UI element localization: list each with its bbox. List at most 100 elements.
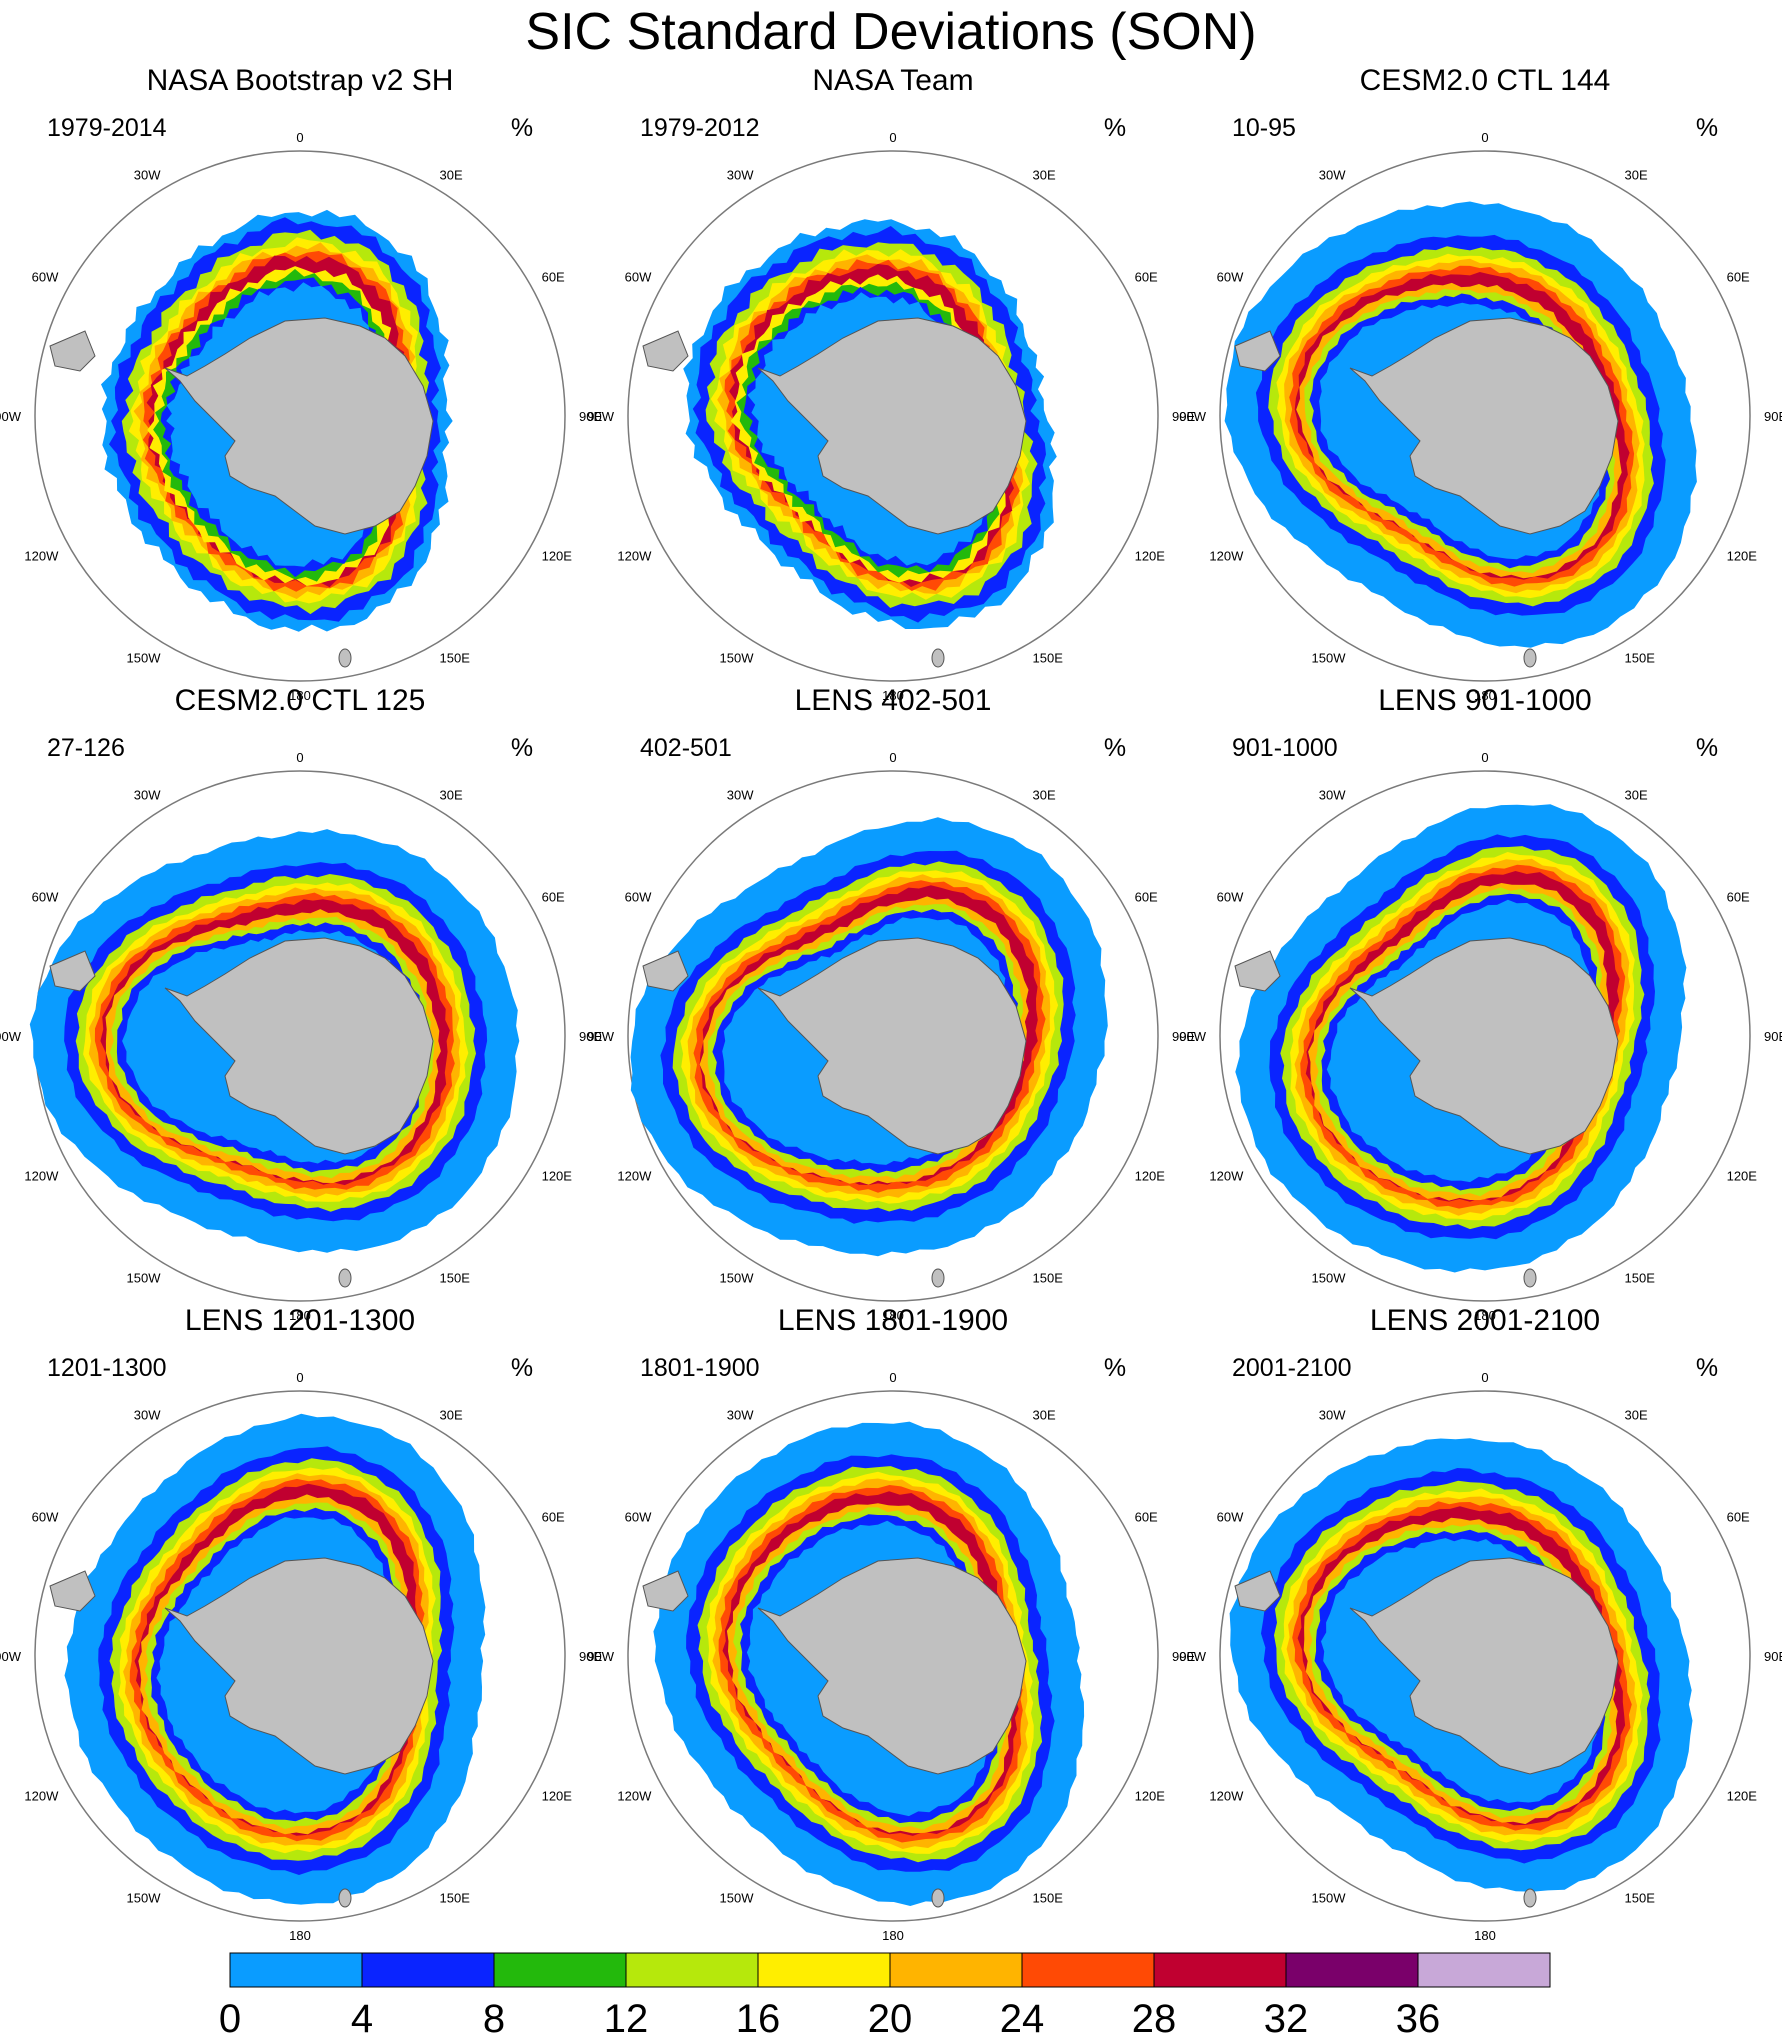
panel-period-label: 901-1000 — [1232, 734, 1338, 762]
longitude-label: 30W — [1319, 1407, 1346, 1422]
longitude-label: 90W — [0, 1029, 22, 1044]
longitude-label: 120E — [1135, 1169, 1166, 1184]
longitude-label: 180 — [1474, 688, 1496, 703]
figure-title: SIC Standard Deviations (SON) — [525, 3, 1257, 61]
colorbar-swatch — [625, 1952, 759, 1988]
longitude-label: 30E — [440, 167, 463, 182]
colorbar-swatch — [757, 1952, 891, 1988]
longitude-label: 120E — [1727, 549, 1758, 564]
panel-unit-label: % — [1104, 734, 1126, 762]
longitude-label: 60E — [1727, 270, 1750, 285]
longitude-label: 0 — [296, 1370, 303, 1385]
panel-unit-label: % — [1696, 114, 1718, 142]
longitude-label: 90E — [579, 409, 602, 424]
longitude-label: 60W — [32, 270, 59, 285]
longitude-label: 120E — [1727, 1789, 1758, 1804]
colorbar-tick-label: 32 — [1264, 1997, 1309, 2041]
panel-title: LENS 901-1000 — [1378, 684, 1592, 717]
new-zealand-landmass — [338, 648, 352, 668]
new-zealand-landmass — [338, 1268, 352, 1288]
longitude-label: 180 — [882, 688, 904, 703]
longitude-label: 180 — [1474, 1928, 1496, 1943]
longitude-label: 180 — [882, 1308, 904, 1323]
panel-unit-label: % — [511, 114, 533, 142]
panel-period-label: 10-95 — [1232, 114, 1296, 142]
longitude-label: 30W — [1319, 167, 1346, 182]
map-panel: LENS 901-1000 901-1000% 0 30E 60E 90E 120E 150E… — [1179, 684, 1782, 1323]
panel-unit-label: % — [1104, 114, 1126, 142]
colorbar-tick-label: 16 — [736, 1997, 781, 2041]
south-america-landmass — [49, 1570, 96, 1612]
colorbar-tick-label: 36 — [1396, 1997, 1441, 2041]
panel-period-label: 1979-2012 — [640, 114, 760, 142]
longitude-label: 90E — [1172, 1649, 1195, 1664]
longitude-label: 120E — [542, 1169, 573, 1184]
longitude-label: 60W — [625, 890, 652, 905]
longitude-label: 30E — [1033, 787, 1056, 802]
longitude-label: 120W — [617, 549, 652, 564]
longitude-label: 60W — [32, 1510, 59, 1525]
longitude-label: 90E — [1764, 409, 1782, 424]
colorbar-swatch — [1021, 1952, 1155, 1988]
longitude-label: 120W — [24, 549, 59, 564]
longitude-label: 150W — [1312, 651, 1347, 666]
new-zealand-landmass — [931, 1888, 945, 1908]
longitude-label: 180 — [1474, 1308, 1496, 1323]
map-panel: NASA Team 1979-2012 % 0 30E 60E 90E 120E 150E 180… — [587, 64, 1195, 703]
longitude-label: 150E — [1033, 1271, 1064, 1286]
panel-title: CESM2.0 CTL 144 — [1360, 64, 1611, 97]
colorbar-tick-label: 24 — [1000, 1997, 1045, 2041]
longitude-label: 0 — [889, 130, 896, 145]
longitude-label: 150E — [1033, 1891, 1064, 1906]
longitude-label: 30W — [134, 787, 161, 802]
longitude-label: 60W — [625, 1510, 652, 1525]
colorbar — [229, 1952, 1551, 1988]
longitude-label: 150E — [1625, 651, 1656, 666]
new-zealand-landmass — [1523, 1888, 1537, 1908]
south-america-landmass — [49, 950, 96, 992]
panel-period-label: 1201-1300 — [47, 1354, 167, 1382]
longitude-label: 90E — [1764, 1649, 1782, 1664]
longitude-label: 120W — [24, 1789, 59, 1804]
colorbar-swatch — [361, 1952, 495, 1988]
antarctica-landmass — [1349, 937, 1619, 1155]
panel-title: LENS 2001-2100 — [1370, 1304, 1600, 1337]
map-panel: NASA Bootstrap v2 SH 1979-2014 % 0 30E 60E 90E… — [0, 64, 602, 703]
longitude-label: 120E — [1135, 1789, 1166, 1804]
antarctica-landmass — [1349, 1557, 1619, 1775]
longitude-label: 30W — [134, 1407, 161, 1422]
map-panels: NASA Bootstrap v2 SH 1979-2014 % 0 30E 60E 90E… — [0, 64, 1782, 1943]
antarctica-landmass — [757, 1557, 1027, 1775]
panel-title: NASA Bootstrap v2 SH — [147, 64, 454, 97]
colorbar-tick-label: 28 — [1132, 1997, 1177, 2041]
panel-title: LENS 1201-1300 — [185, 1304, 415, 1337]
longitude-label: 60W — [1217, 270, 1244, 285]
new-zealand-landmass — [1523, 1268, 1537, 1288]
south-america-landmass — [642, 1570, 689, 1612]
panel-period-label: 1801-1900 — [640, 1354, 760, 1382]
colorbar-tick-label: 20 — [868, 1997, 913, 2041]
longitude-label: 60E — [542, 1510, 565, 1525]
longitude-label: 60W — [32, 890, 59, 905]
longitude-label: 0 — [296, 750, 303, 765]
longitude-label: 150W — [127, 1271, 162, 1286]
longitude-label: 180 — [289, 1308, 311, 1323]
longitude-label: 0 — [889, 1370, 896, 1385]
longitude-label: 120E — [542, 1789, 573, 1804]
longitude-label: 150E — [440, 1891, 471, 1906]
panel-unit-label: % — [511, 734, 533, 762]
longitude-label: 90E — [1172, 409, 1195, 424]
longitude-label: 0 — [1481, 1370, 1488, 1385]
longitude-label: 120E — [542, 549, 573, 564]
panel-period-label: 402-501 — [640, 734, 732, 762]
panel-unit-label: % — [1696, 1354, 1718, 1382]
south-america-landmass — [1234, 950, 1281, 992]
longitude-label: 30E — [1625, 787, 1648, 802]
south-america-landmass — [642, 950, 689, 992]
colorbar-tick-label: 8 — [483, 1997, 505, 2041]
longitude-label: 60W — [1217, 890, 1244, 905]
longitude-label: 90E — [579, 1029, 602, 1044]
south-america-landmass — [642, 330, 689, 372]
longitude-label: 0 — [296, 130, 303, 145]
south-america-landmass — [1234, 330, 1281, 372]
